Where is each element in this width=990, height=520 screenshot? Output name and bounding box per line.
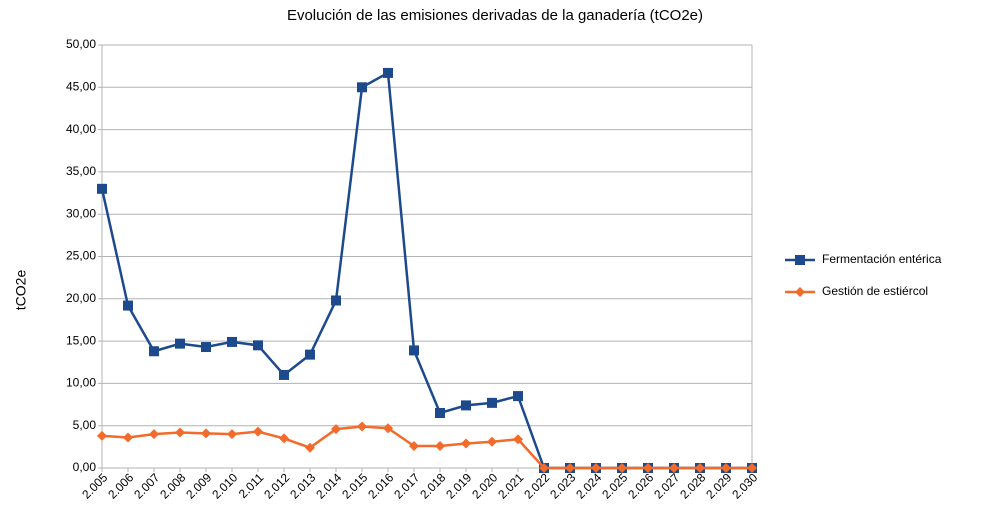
x-tick-label: 2.028 [677, 470, 708, 501]
marker [201, 342, 211, 353]
marker [669, 463, 679, 473]
x-tick-label: 2.029 [703, 470, 734, 501]
x-tick-label: 2.022 [521, 470, 552, 501]
y-tick-label: 30,00 [66, 206, 96, 220]
x-tick-label: 2.007 [131, 470, 162, 501]
series-line [100, 70, 752, 470]
x-tick-label: 2.005 [79, 470, 110, 501]
marker [513, 391, 523, 402]
marker [383, 423, 393, 434]
marker [97, 430, 107, 441]
marker [795, 255, 805, 265]
marker [461, 438, 471, 449]
x-tick-label: 2.011 [236, 470, 267, 501]
marker [643, 463, 653, 473]
x-tick-label: 2.020 [469, 470, 500, 501]
marker [747, 463, 757, 473]
marker [383, 67, 393, 78]
marker [591, 463, 601, 473]
marker [539, 463, 549, 473]
marker [149, 429, 159, 440]
marker [357, 421, 367, 432]
marker [253, 426, 263, 437]
x-tick-label: 2.015 [339, 470, 370, 501]
marker [409, 345, 419, 356]
marker [435, 408, 445, 419]
marker [97, 183, 107, 194]
marker [565, 463, 575, 473]
marker [435, 441, 445, 452]
marker [305, 349, 315, 360]
y-axis-label: tCO2e [13, 270, 29, 311]
y-tick-label: 0,00 [73, 460, 97, 474]
marker [123, 300, 133, 311]
x-tick-label: 2.024 [573, 470, 604, 501]
x-tick-label: 2.018 [417, 470, 448, 501]
marker [227, 336, 237, 347]
y-tick-label: 5,00 [73, 418, 97, 432]
marker [279, 369, 289, 380]
marker [331, 295, 341, 306]
marker [721, 463, 731, 473]
legend-label: Gestión de estiércol [822, 284, 928, 298]
y-tick-label: 35,00 [66, 164, 96, 178]
marker [305, 442, 315, 453]
y-tick-label: 25,00 [66, 249, 96, 263]
x-tick-label: 2.010 [209, 470, 240, 501]
chart-title: Evolución de las emisiones derivadas de … [287, 7, 703, 24]
x-tick-label: 2.006 [105, 470, 136, 501]
y-tick-label: 45,00 [66, 79, 96, 93]
x-tick-label: 2.017 [391, 470, 422, 501]
series-line [101, 425, 752, 470]
marker [149, 346, 159, 357]
marker [175, 427, 185, 438]
marker [487, 397, 497, 408]
x-tick-label: 2.016 [365, 470, 396, 501]
marker [617, 463, 627, 473]
x-tick-label: 2.023 [547, 470, 578, 501]
x-tick-label: 2.014 [313, 470, 344, 501]
y-tick-label: 50,00 [66, 37, 96, 51]
x-tick-label: 2.009 [183, 470, 214, 501]
legend-label: Fermentación entérica [822, 252, 942, 266]
y-tick-label: 20,00 [66, 291, 96, 305]
marker [331, 424, 341, 435]
marker [201, 428, 211, 439]
marker [123, 432, 133, 443]
y-tick-label: 15,00 [66, 333, 96, 347]
x-tick-label: 2.013 [287, 470, 318, 501]
marker [227, 429, 237, 440]
x-tick-label: 2.008 [157, 470, 188, 501]
y-tick-label: 10,00 [66, 376, 96, 390]
x-tick-label: 2.027 [651, 470, 682, 501]
marker [253, 340, 263, 351]
marker [795, 287, 805, 297]
x-tick-label: 2.025 [599, 470, 630, 501]
x-tick-label: 2.030 [729, 470, 760, 501]
marker [175, 338, 185, 349]
x-tick-label: 2.012 [261, 470, 292, 501]
marker [695, 463, 705, 473]
marker [461, 400, 471, 411]
x-tick-label: 2.026 [625, 470, 656, 501]
x-tick-label: 2.021 [495, 470, 526, 501]
x-tick-label: 2.019 [443, 470, 474, 501]
marker [357, 82, 367, 93]
marker [279, 433, 289, 444]
marker [487, 436, 497, 447]
marker [513, 434, 523, 445]
y-tick-label: 40,00 [66, 122, 96, 136]
marker [409, 441, 419, 452]
